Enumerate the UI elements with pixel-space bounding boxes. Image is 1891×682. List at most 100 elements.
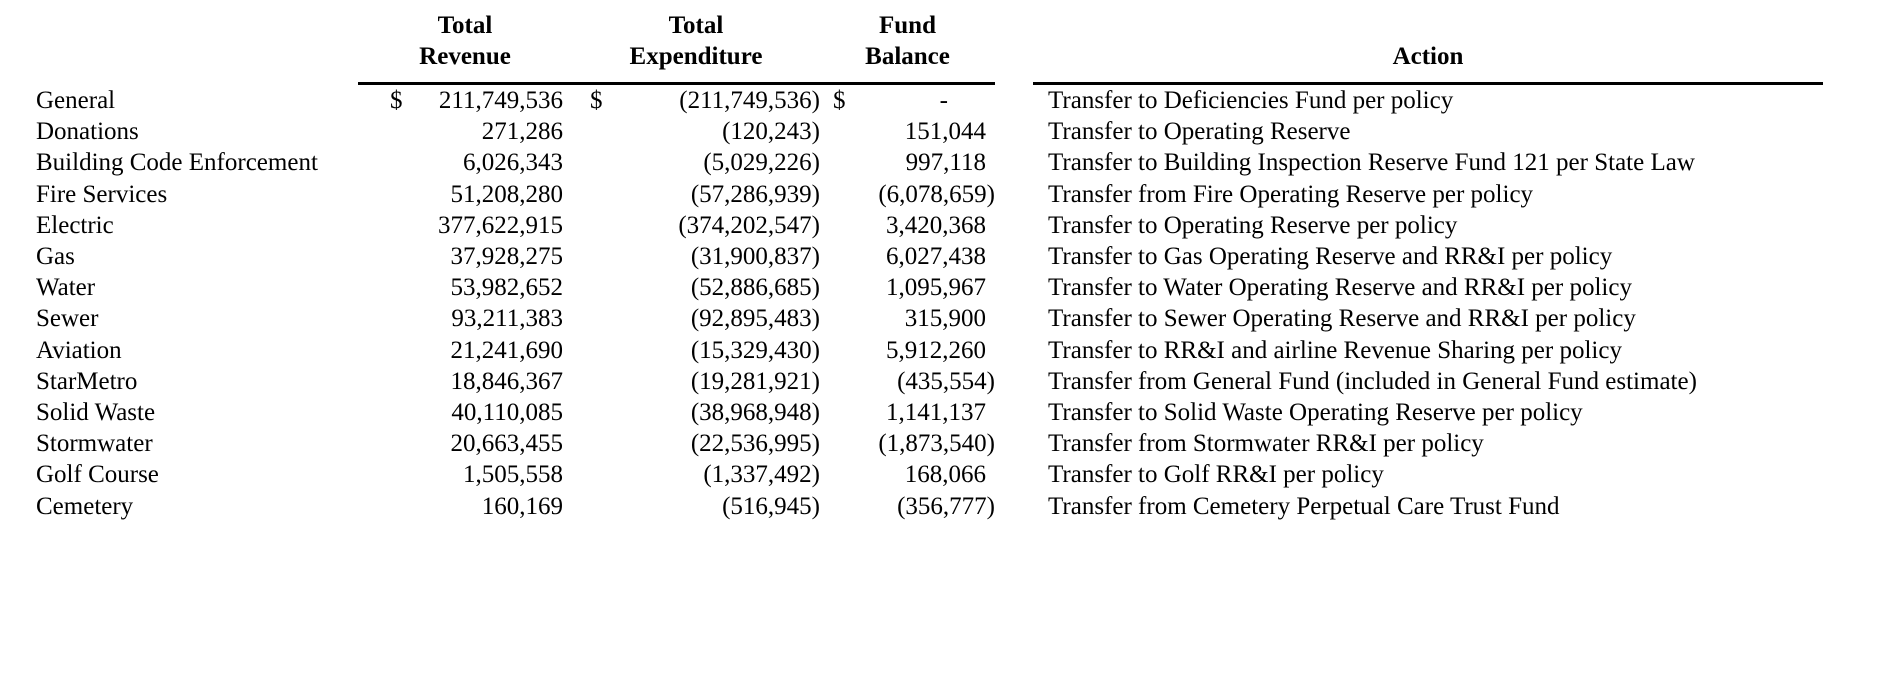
balance-value: 315,900	[904, 305, 986, 333]
revenue-value: 40,110,085	[451, 399, 563, 427]
revenue-cell: 93,211,383	[358, 303, 572, 334]
fund-column-header-spacer	[36, 10, 358, 41]
expenditure-value: (5,029,226)	[703, 149, 820, 177]
table-row: Donations 271,286 (120,243) 151,044 Tran…	[36, 116, 1823, 147]
table-row: Gas 37,928,275 (31,900,837) 6,027,438 Tr…	[36, 241, 1823, 272]
gap-column	[995, 41, 1033, 84]
expenditure-cell: (1,337,492)	[572, 459, 820, 490]
action-text: Transfer to Operating Reserve per policy	[1048, 211, 1458, 239]
balance-value: 168,066	[904, 461, 986, 489]
expenditure-value: (211,749,536)	[679, 87, 820, 114]
expenditure-value: (1,337,492)	[703, 461, 820, 489]
balance-value: 5,912,260	[886, 336, 986, 364]
action-text: Transfer to RR&I and airline Revenue Sha…	[1048, 336, 1622, 364]
balance-cell: 997,118	[820, 147, 995, 178]
expenditure-value: (52,886,685)	[690, 274, 820, 302]
expenditure-cell: (19,281,921)	[572, 366, 820, 397]
expenditure-cell: $ (211,749,536)	[572, 84, 820, 117]
action-text: Transfer from Stormwater RR&I per policy	[1048, 430, 1484, 458]
fund-balance-header-line2: Balance	[820, 41, 995, 85]
revenue-value: 271,286	[481, 118, 563, 146]
revenue-cell: 377,622,915	[358, 210, 572, 241]
gap-cell	[995, 366, 1033, 397]
gap-cell	[995, 272, 1033, 303]
total-expenditure-header-line1: Total	[668, 12, 724, 39]
fund-balance-header-line1: Fund	[879, 12, 936, 39]
table-row: Stormwater 20,663,455 (22,536,995) (1,87…	[36, 428, 1823, 459]
revenue-cell: 160,169	[358, 491, 572, 522]
revenue-cell: 20,663,455	[358, 428, 572, 459]
expenditure-cell: (92,895,483)	[572, 303, 820, 334]
balance-cell: (6,078,659)	[820, 179, 995, 210]
gap-cell	[995, 459, 1033, 490]
balance-cell: (1,873,540)	[820, 428, 995, 459]
revenue-cell: 53,982,652	[358, 272, 572, 303]
fund-name: Electric	[36, 211, 114, 239]
fund-name: Water	[36, 274, 96, 302]
revenue-cell: 6,026,343	[358, 147, 572, 178]
balance-value: 3,420,368	[886, 211, 986, 239]
balance-cell: 5,912,260	[820, 335, 995, 366]
balance-cell: (356,777)	[820, 491, 995, 522]
balance-value: (435,554)	[897, 367, 995, 395]
total-revenue-header-line1: Total	[437, 12, 493, 39]
expenditure-value: (92,895,483)	[690, 305, 820, 333]
revenue-value: 18,846,367	[450, 367, 564, 395]
balance-value: -	[939, 87, 948, 114]
expenditure-cell: (22,536,995)	[572, 428, 820, 459]
revenue-value: 51,208,280	[450, 180, 564, 208]
action-text: Transfer to Operating Reserve	[1048, 118, 1351, 146]
revenue-cell: 51,208,280	[358, 179, 572, 210]
revenue-cell: 40,110,085	[358, 397, 572, 428]
balance-cell: 315,900	[820, 303, 995, 334]
header-row-1: Total Total Fund	[36, 10, 1823, 41]
gap-cell	[995, 491, 1033, 522]
fund-name: Sewer	[36, 305, 99, 333]
revenue-value: 211,749,536	[438, 87, 563, 114]
balance-cell: (435,554)	[820, 366, 995, 397]
action-header-spacer	[1033, 10, 1823, 41]
fund-name: Golf Course	[36, 461, 159, 489]
expenditure-cell: (31,900,837)	[572, 241, 820, 272]
table-row: Building Code Enforcement 6,026,343 (5,0…	[36, 147, 1823, 178]
balance-value: (1,873,540)	[878, 430, 995, 458]
balance-value: 151,044	[904, 118, 986, 146]
balance-value: 997,118	[905, 149, 986, 177]
dollar-sign: $	[590, 87, 603, 114]
gap-column	[995, 10, 1033, 41]
expenditure-value: (57,286,939)	[690, 180, 820, 208]
expenditure-cell: (52,886,685)	[572, 272, 820, 303]
revenue-value: 37,928,275	[450, 243, 564, 271]
fund-name: Solid Waste	[36, 399, 156, 427]
balance-value: (6,078,659)	[878, 180, 995, 208]
fund-name: General	[36, 87, 116, 114]
balance-cell: 6,027,438	[820, 241, 995, 272]
revenue-value: 21,241,690	[450, 336, 564, 364]
fund-name: Stormwater	[36, 430, 153, 458]
revenue-cell: $ 211,749,536	[358, 84, 572, 117]
gap-cell	[995, 147, 1033, 178]
fund-name: Gas	[36, 243, 75, 271]
action-text: Transfer to Building Inspection Reserve …	[1048, 149, 1695, 177]
action-text: Transfer to Water Operating Reserve and …	[1048, 274, 1632, 302]
header-row-2: Revenue Expenditure Balance Action	[36, 41, 1823, 85]
balance-value: 1,141,137	[886, 399, 986, 427]
expenditure-cell: (120,243)	[572, 116, 820, 147]
balance-value: 1,095,967	[886, 274, 986, 302]
total-expenditure-header-line2: Expenditure	[572, 41, 820, 85]
revenue-value: 377,622,915	[438, 211, 563, 239]
fund-name: Donations	[36, 118, 139, 146]
expenditure-cell: (5,029,226)	[572, 147, 820, 178]
table-row: Cemetery 160,169 (516,945) (356,777) Tra…	[36, 491, 1823, 522]
gap-cell	[995, 84, 1033, 117]
action-text: Transfer to Gas Operating Reserve and RR…	[1048, 243, 1613, 271]
expenditure-value: (15,329,430)	[690, 336, 820, 364]
table-row: General $ 211,749,536 $ (211,749,536) $ …	[36, 84, 1823, 117]
table-row: Sewer 93,211,383 (92,895,483) 315,900 Tr…	[36, 303, 1823, 334]
dollar-sign: $	[390, 87, 403, 114]
gap-cell	[995, 116, 1033, 147]
dollar-sign: $	[833, 87, 846, 114]
balance-cell: 1,141,137	[820, 397, 995, 428]
action-text: Transfer from Cemetery Perpetual Care Tr…	[1048, 492, 1560, 520]
expenditure-value: (19,281,921)	[690, 367, 820, 395]
